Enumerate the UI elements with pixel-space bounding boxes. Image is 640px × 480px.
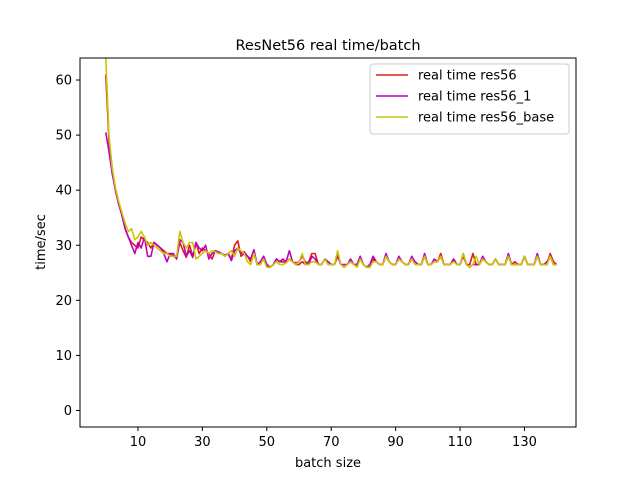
- x-tick-label: 110: [448, 435, 473, 450]
- series-line-3: [104, 58, 557, 269]
- y-axis-label: time/sec: [34, 214, 49, 270]
- y-tick-label: 0: [64, 404, 72, 419]
- x-axis-ticks: 10 30 50 70 90 110 130: [130, 427, 537, 450]
- y-tick-label: 60: [55, 74, 72, 89]
- legend-label-2: real time res56_1: [418, 90, 531, 105]
- x-tick-label: 70: [323, 435, 340, 450]
- legend-frame: [369, 63, 570, 135]
- x-tick-label: 130: [512, 435, 537, 450]
- chart-title: ResNet56 real time/batch: [235, 38, 420, 54]
- y-tick-label: 20: [55, 294, 72, 309]
- x-tick-label: 50: [259, 435, 276, 450]
- y-tick-label: 50: [55, 129, 72, 144]
- legend-label-3: real time res56_base: [418, 111, 554, 126]
- series-layer: [104, 58, 558, 269]
- y-axis-ticks: 0 10 20 30 40 50 60: [55, 74, 80, 419]
- x-axis-label: batch size: [295, 456, 361, 471]
- legend-label-1: real time res56: [418, 69, 517, 84]
- y-tick-label: 40: [55, 184, 72, 199]
- y-tick-label: 10: [55, 349, 72, 364]
- y-tick-label: 30: [55, 239, 72, 254]
- x-tick-label: 30: [194, 435, 211, 450]
- x-tick-label: 90: [387, 435, 404, 450]
- x-tick-label: 10: [130, 435, 147, 450]
- plot-frame: [79, 57, 577, 428]
